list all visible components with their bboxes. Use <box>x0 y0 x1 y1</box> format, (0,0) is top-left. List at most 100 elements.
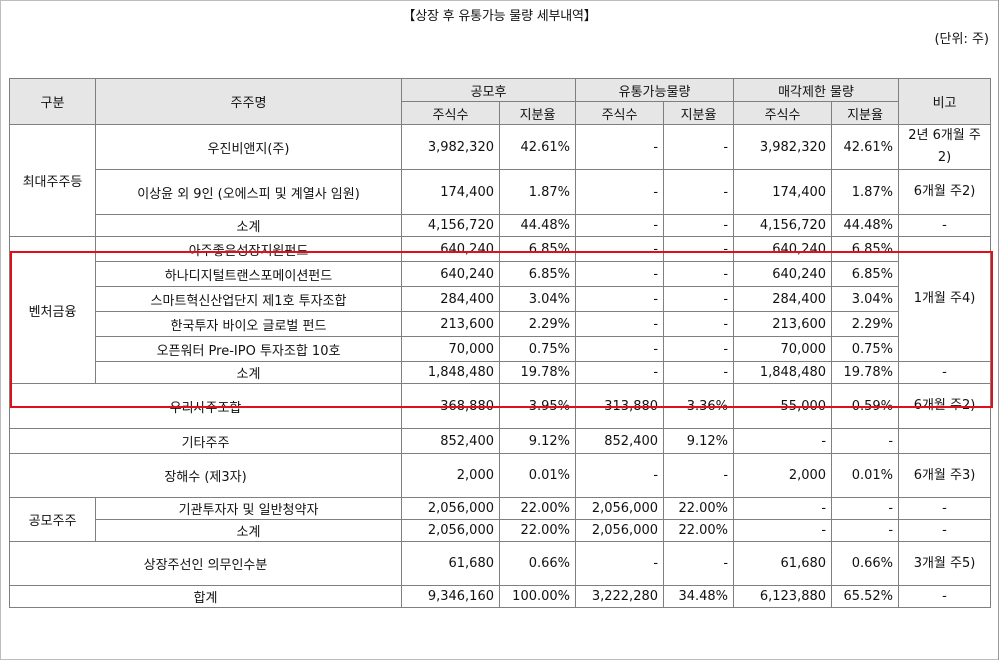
after-ratio: 6.85% <box>498 261 577 287</box>
tradable-shares: - <box>575 214 665 237</box>
header-row-2: 주식수 지분율 주식수 지분율 주식수 지분율 <box>10 101 991 125</box>
subtotal-row: 소계 4,156,720 44.48% - - 4,156,720 44.48%… <box>10 214 992 237</box>
tradable-ratio: - <box>663 361 735 384</box>
holder-name: 오픈워터 Pre-IPO 투자조합 10호 <box>95 336 402 362</box>
tradable-shares: - <box>575 361 665 384</box>
restricted-shares: - <box>733 497 833 520</box>
restricted-ratio: 0.66% <box>831 541 900 586</box>
holder-name: 소계 <box>95 214 402 237</box>
tradable-ratio: - <box>663 541 735 586</box>
after-ratio: 3.04% <box>498 286 577 312</box>
restricted-shares: 640,240 <box>733 236 833 262</box>
tradable-shares: - <box>575 261 665 287</box>
after-ratio: 0.66% <box>498 541 577 586</box>
header-holder: 주주명 <box>95 78 402 125</box>
header-restricted-shares: 주식수 <box>733 101 833 125</box>
restricted-shares: 174,400 <box>733 169 833 215</box>
tradable-ratio: - <box>663 124 735 170</box>
remark: 2년 6개월 주2) <box>898 124 992 170</box>
after-shares: 9,346,160 <box>401 585 500 608</box>
holder-name: 하나디지털트랜스포메이션펀드 <box>95 261 402 287</box>
holder-name: 상장주선인 의무인수분 <box>9 541 402 586</box>
tradable-ratio: - <box>663 286 735 312</box>
after-ratio: 22.00% <box>498 497 577 520</box>
table-row: 공모주주 기관투자자 및 일반청약자 2,056,000 22.00% 2,05… <box>9 497 992 542</box>
restricted-ratio: - <box>831 497 900 520</box>
table-row: 최대주주등 우진비앤지(주) 3,982,320 42.61% - - 3,98… <box>9 124 992 237</box>
remark: 3개월 주5) <box>898 541 992 586</box>
after-ratio: 1.87% <box>498 169 577 215</box>
after-shares: 640,240 <box>401 236 500 262</box>
holder-name: 한국투자 바이오 글로벌 펀드 <box>95 311 402 337</box>
tradable-ratio: - <box>663 169 735 215</box>
remark: - <box>898 361 992 384</box>
restricted-shares: 640,240 <box>733 261 833 287</box>
restricted-shares: - <box>733 428 833 454</box>
tradable-ratio: 34.48% <box>663 585 735 608</box>
unit-label: (단위: 주) <box>934 32 989 47</box>
table-row: 장해수 (제3자) 2,000 0.01% - - 2,000 0.01% 6개… <box>9 453 992 498</box>
holder-name: 장해수 (제3자) <box>9 453 402 498</box>
table-title: 【상장 후 유통가능 물량 세부내역】 <box>402 9 597 24</box>
after-ratio: 2.29% <box>498 311 577 337</box>
restricted-ratio: 65.52% <box>831 585 900 608</box>
holder-name: 이상윤 외 9인 (오에스피 및 계열사 임원) <box>95 169 402 215</box>
after-shares: 4,156,720 <box>401 214 500 237</box>
remark: 1개월 주4) <box>898 236 992 362</box>
restricted-ratio: 6.85% <box>831 261 900 287</box>
restricted-shares: 4,156,720 <box>733 214 833 237</box>
restricted-ratio: 1.87% <box>831 169 900 215</box>
holder-name: 기관투자자 및 일반청약자 <box>95 497 402 520</box>
after-shares: 3,982,320 <box>401 124 500 170</box>
restricted-ratio: 6.85% <box>831 236 900 262</box>
table-row: 상장주선인 의무인수분 61,680 0.66% - - 61,680 0.66… <box>9 541 992 586</box>
after-shares: 174,400 <box>401 169 500 215</box>
table-row: 스마트혁신산업단지 제1호 투자조합 284,400 3.04% - - 284… <box>10 286 991 312</box>
header-restricted: 매각제한 물량 <box>733 78 900 102</box>
tradable-ratio: - <box>663 336 735 362</box>
tradable-ratio: - <box>663 311 735 337</box>
after-ratio: 42.61% <box>498 124 577 170</box>
tradable-ratio: - <box>663 214 735 237</box>
remark: 6개월 주3) <box>898 453 992 498</box>
after-ratio: 3.95% <box>498 383 577 429</box>
holder-name: 우리사주조합 <box>9 383 402 429</box>
after-shares: 213,600 <box>401 311 500 337</box>
after-shares: 2,056,000 <box>401 497 500 520</box>
restricted-shares: 2,000 <box>733 453 833 498</box>
tradable-ratio: - <box>663 236 735 262</box>
after-shares: 61,680 <box>401 541 500 586</box>
tradable-ratio: 9.12% <box>663 428 735 454</box>
table-row: 이상윤 외 9인 (오에스피 및 계열사 임원) 174,400 1.87% -… <box>10 169 992 215</box>
remark: 6개월 주2) <box>898 383 992 429</box>
tradable-shares: - <box>575 124 665 170</box>
after-shares: 70,000 <box>401 336 500 362</box>
restricted-shares: 70,000 <box>733 336 833 362</box>
subtotal-row: 소계 1,848,480 19.78% - - 1,848,480 19.78%… <box>10 361 992 384</box>
tradable-shares: - <box>575 453 665 498</box>
after-shares: 640,240 <box>401 261 500 287</box>
tradable-shares: - <box>575 236 665 262</box>
restricted-shares: 6,123,880 <box>733 585 833 608</box>
tradable-shares: - <box>575 286 665 312</box>
after-ratio: 22.00% <box>498 519 577 542</box>
tradable-shares: - <box>575 311 665 337</box>
table-row: 오픈워터 Pre-IPO 투자조합 10호 70,000 0.75% - - 7… <box>10 336 991 362</box>
restricted-ratio: - <box>831 519 900 542</box>
holder-name: 아주좋은성장지원펀드 <box>95 236 402 262</box>
tradable-ratio: 22.00% <box>663 519 735 542</box>
holder-name: 기타주주 <box>9 428 402 454</box>
header-restricted-ratio: 지분율 <box>831 101 900 125</box>
header-remark: 비고 <box>898 78 992 125</box>
after-shares: 2,056,000 <box>401 519 500 542</box>
restricted-shares: 1,848,480 <box>733 361 833 384</box>
after-shares: 368,880 <box>401 383 500 429</box>
header-after-ipo: 공모후 <box>400 78 577 102</box>
remark: 6개월 주2) <box>898 169 992 215</box>
table-row: 벤처금융 아주좋은성장지원펀드 640,240 6.85% - - 640,24… <box>9 236 992 384</box>
after-ratio: 19.78% <box>498 361 577 384</box>
group-venture: 벤처금융 <box>9 236 96 384</box>
remark <box>898 428 992 454</box>
restricted-ratio: 0.01% <box>831 453 900 498</box>
holder-name: 우진비앤지(주) <box>95 124 402 170</box>
